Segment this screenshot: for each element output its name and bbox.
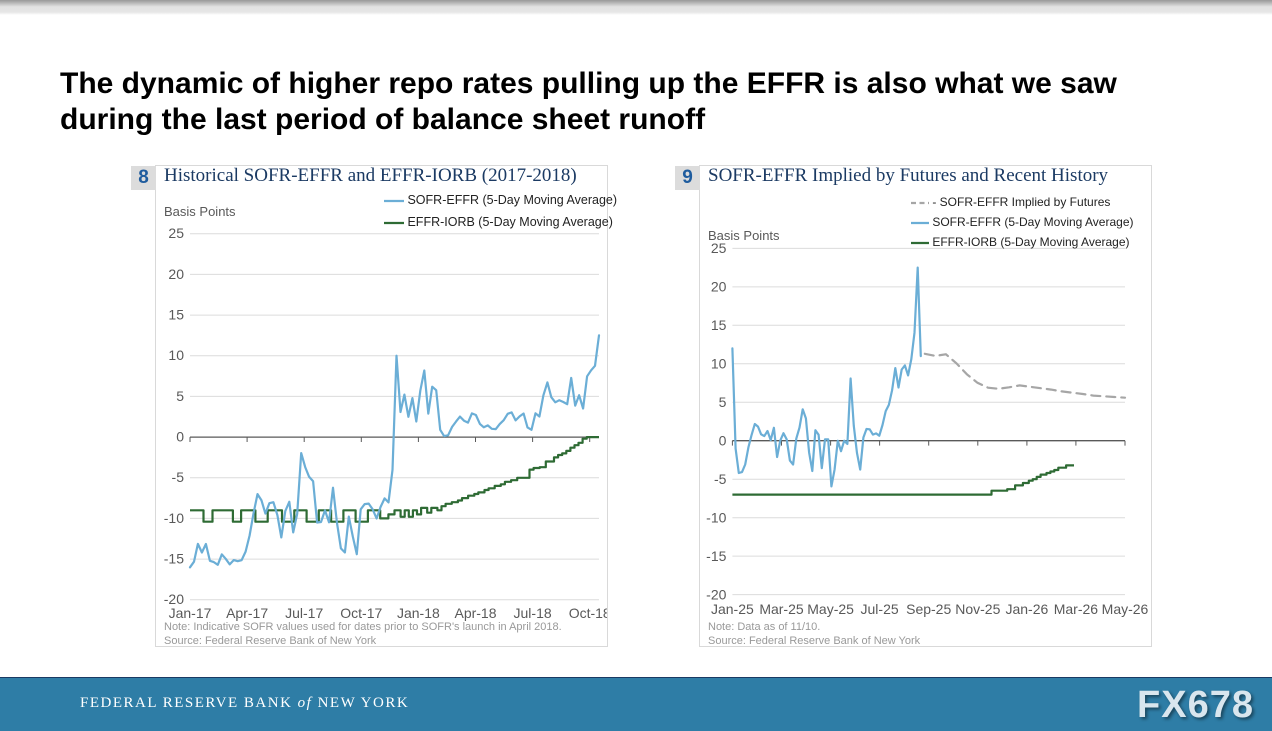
svg-text:May-26: May-26 xyxy=(1102,601,1149,617)
svg-text:Jan-18: Jan-18 xyxy=(397,605,440,621)
svg-text:Jul-18: Jul-18 xyxy=(514,605,552,621)
svg-text:Nov-25: Nov-25 xyxy=(955,601,1000,617)
svg-text:20: 20 xyxy=(168,266,184,282)
svg-text:0: 0 xyxy=(176,429,184,445)
svg-text:-10: -10 xyxy=(706,510,726,526)
svg-text:20: 20 xyxy=(711,279,727,295)
svg-text:15: 15 xyxy=(168,307,184,323)
svg-text:Sep-25: Sep-25 xyxy=(906,601,951,617)
svg-text:10: 10 xyxy=(711,356,727,372)
svg-text:0: 0 xyxy=(719,433,727,449)
svg-text:Apr-18: Apr-18 xyxy=(454,605,496,621)
svg-text:Mar-26: Mar-26 xyxy=(1054,601,1099,617)
svg-text:Jul-17: Jul-17 xyxy=(285,605,323,621)
svg-text:-5: -5 xyxy=(172,469,185,485)
svg-text:Jan-26: Jan-26 xyxy=(1005,601,1048,617)
svg-text:15: 15 xyxy=(711,317,727,333)
svg-text:-5: -5 xyxy=(714,471,727,487)
svg-text:-10: -10 xyxy=(164,510,184,526)
svg-text:Mar-25: Mar-25 xyxy=(759,601,804,617)
svg-text:5: 5 xyxy=(176,388,184,404)
svg-text:25: 25 xyxy=(168,225,184,241)
svg-text:Jul-25: Jul-25 xyxy=(861,601,899,617)
svg-text:Oct-17: Oct-17 xyxy=(340,605,382,621)
svg-text:10: 10 xyxy=(168,347,184,363)
svg-text:-15: -15 xyxy=(164,551,184,567)
svg-text:5: 5 xyxy=(719,394,727,410)
svg-text:-15: -15 xyxy=(706,548,726,564)
svg-text:Jan-25: Jan-25 xyxy=(711,601,754,617)
svg-text:Oct-18: Oct-18 xyxy=(569,605,607,621)
svg-text:May-25: May-25 xyxy=(807,601,854,617)
svg-text:Jan-17: Jan-17 xyxy=(169,605,212,621)
svg-text:Apr-17: Apr-17 xyxy=(226,605,268,621)
